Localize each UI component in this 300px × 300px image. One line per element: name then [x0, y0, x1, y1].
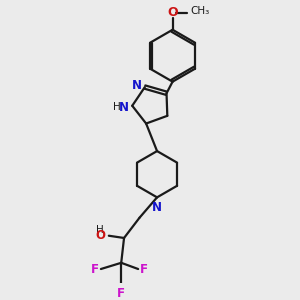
Text: F: F: [117, 287, 125, 300]
Text: O: O: [167, 6, 178, 19]
Text: CH₃: CH₃: [190, 6, 209, 16]
Text: F: F: [91, 262, 99, 275]
Text: H: H: [112, 102, 120, 112]
Text: N: N: [152, 201, 162, 214]
Text: H: H: [96, 225, 104, 235]
Text: N: N: [119, 101, 129, 114]
Text: O: O: [95, 229, 105, 242]
Text: F: F: [140, 262, 148, 275]
Text: N: N: [131, 79, 142, 92]
